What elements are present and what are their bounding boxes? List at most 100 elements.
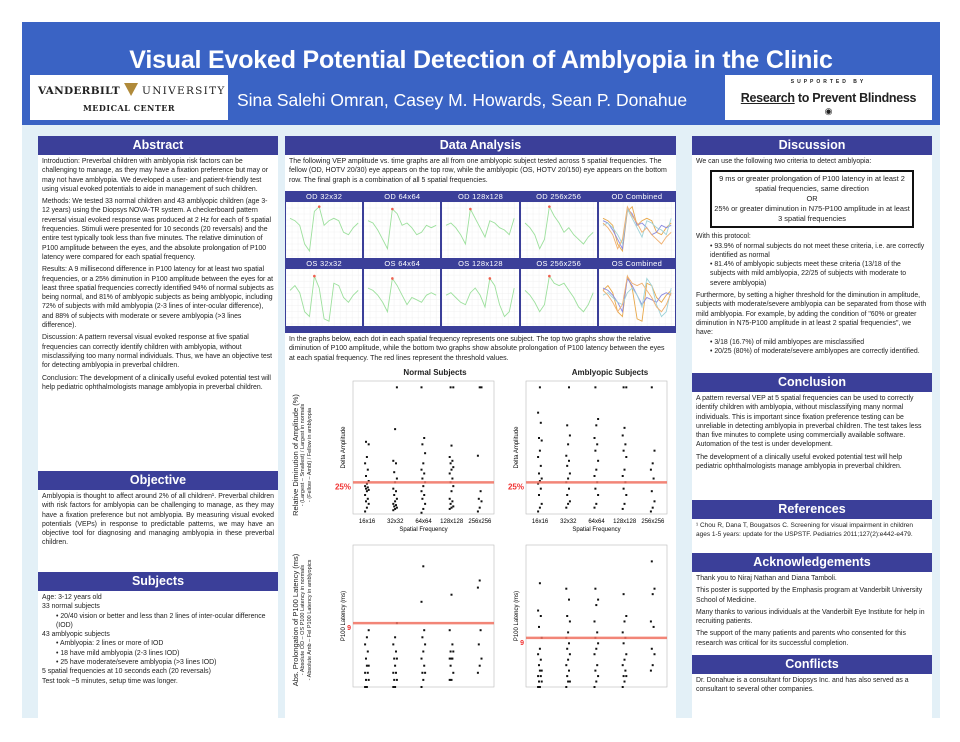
data-point (476, 454, 479, 457)
plot-area (525, 544, 668, 688)
data-point (538, 647, 541, 650)
objective-body: Amblyopia is thought to affect around 2%… (42, 493, 274, 547)
data-point (538, 480, 541, 483)
data-point (366, 468, 369, 471)
data-point (537, 411, 540, 414)
data-point (478, 386, 481, 389)
data-point (566, 647, 569, 650)
data-point (365, 678, 367, 681)
waveform-panel: OS 64x64 (363, 258, 441, 326)
data-point (394, 507, 397, 510)
left-column: Abstract Introduction: Preverbal childre… (38, 136, 278, 719)
data-point (394, 428, 397, 431)
acknowledgements-heading: Acknowledgements (692, 553, 932, 572)
p100-marker (488, 277, 492, 280)
data-point (478, 506, 481, 509)
data-point (538, 582, 541, 585)
x-tick-label: 16x16 (532, 519, 549, 525)
threshold-label: 9 (520, 640, 524, 647)
data-point (621, 631, 624, 634)
data-point (367, 502, 370, 505)
waveform-plot (598, 202, 676, 258)
data-point (595, 502, 598, 505)
data-point (568, 680, 571, 683)
data-point (424, 502, 427, 505)
data-point (392, 502, 395, 505)
data-point (423, 664, 426, 667)
data-point (395, 671, 397, 674)
data-point (364, 462, 367, 465)
data-point (364, 686, 367, 688)
data-point (476, 671, 479, 674)
x-tick-label: 128x128 (440, 519, 464, 525)
data-point (653, 653, 656, 656)
data-point (624, 443, 627, 446)
data-point (424, 452, 427, 455)
data-point (540, 477, 543, 480)
data-point (568, 642, 570, 645)
data-point (395, 650, 397, 653)
data-point (450, 593, 453, 596)
data-point (566, 615, 569, 617)
data-point (593, 620, 596, 623)
data-point (392, 686, 395, 688)
waveform-line (289, 274, 359, 322)
data-point (622, 487, 625, 490)
data-point (539, 421, 542, 424)
data-point (539, 464, 542, 467)
poster-title: Visual Evoked Potential Detection of Amb… (129, 46, 833, 74)
data-point (367, 664, 370, 667)
data-point (478, 579, 481, 582)
x-axis-label: Spatial Frequency (572, 527, 620, 533)
data-point (393, 471, 396, 474)
waveform-panel: OD 32x32 (285, 191, 363, 258)
normal-amplitude-chart: Delta Amplitude 16x16 32x32 64x64 128x128 256… (335, 380, 495, 533)
data-point (423, 629, 426, 632)
data-point (420, 600, 423, 603)
data-point (623, 658, 626, 661)
data-point (594, 386, 597, 389)
x-tick-label: 32x32 (387, 519, 404, 525)
x-tick-label: 16x16 (359, 519, 376, 525)
data-point (597, 459, 600, 462)
p100-marker (469, 207, 473, 211)
data-point (567, 443, 570, 446)
combined-waveform-line (602, 207, 672, 246)
data-point (449, 650, 452, 653)
data-point (594, 449, 597, 452)
data-point (538, 449, 541, 452)
subjects-line: 5 spatial frequencies at 10 seconds each… (42, 668, 211, 676)
data-point (566, 424, 569, 427)
data-point (480, 657, 483, 660)
data-point (420, 657, 423, 660)
data-point (597, 494, 600, 496)
data-point (621, 434, 624, 437)
data-point (623, 502, 626, 505)
data-point (537, 510, 540, 513)
data-point (650, 560, 653, 563)
data-point (565, 587, 568, 590)
data-point (565, 664, 568, 667)
data-point (568, 459, 570, 462)
data-point (566, 494, 569, 496)
amblyopic-subjects-title: Amblyopic Subjects (571, 368, 649, 377)
data-point (449, 664, 452, 667)
data-point (476, 510, 479, 513)
data-point (392, 671, 395, 674)
data-point (448, 678, 451, 681)
subjects-body: Age: 3-12 years old 33 normal subjects • 2… (38, 591, 278, 686)
criteria-box: 9 ms or greater prolongation of P100 lat… (710, 170, 914, 229)
data-point (539, 487, 542, 490)
data-point (448, 497, 451, 500)
subjects-line: • 18 have mild amblyopia (2-3 lines IOD) (56, 649, 180, 657)
vanderbilt-logo: VANDERBILT UNIVERSITY MEDICAL CENTER (30, 75, 228, 120)
data-point (538, 472, 540, 475)
data-point (395, 462, 397, 465)
data-point (595, 604, 598, 607)
plot-area (525, 380, 668, 515)
waveform-plot (442, 202, 519, 258)
data-point (452, 386, 455, 389)
data-point (451, 477, 454, 480)
data-point (365, 482, 368, 485)
data-point (449, 462, 452, 465)
